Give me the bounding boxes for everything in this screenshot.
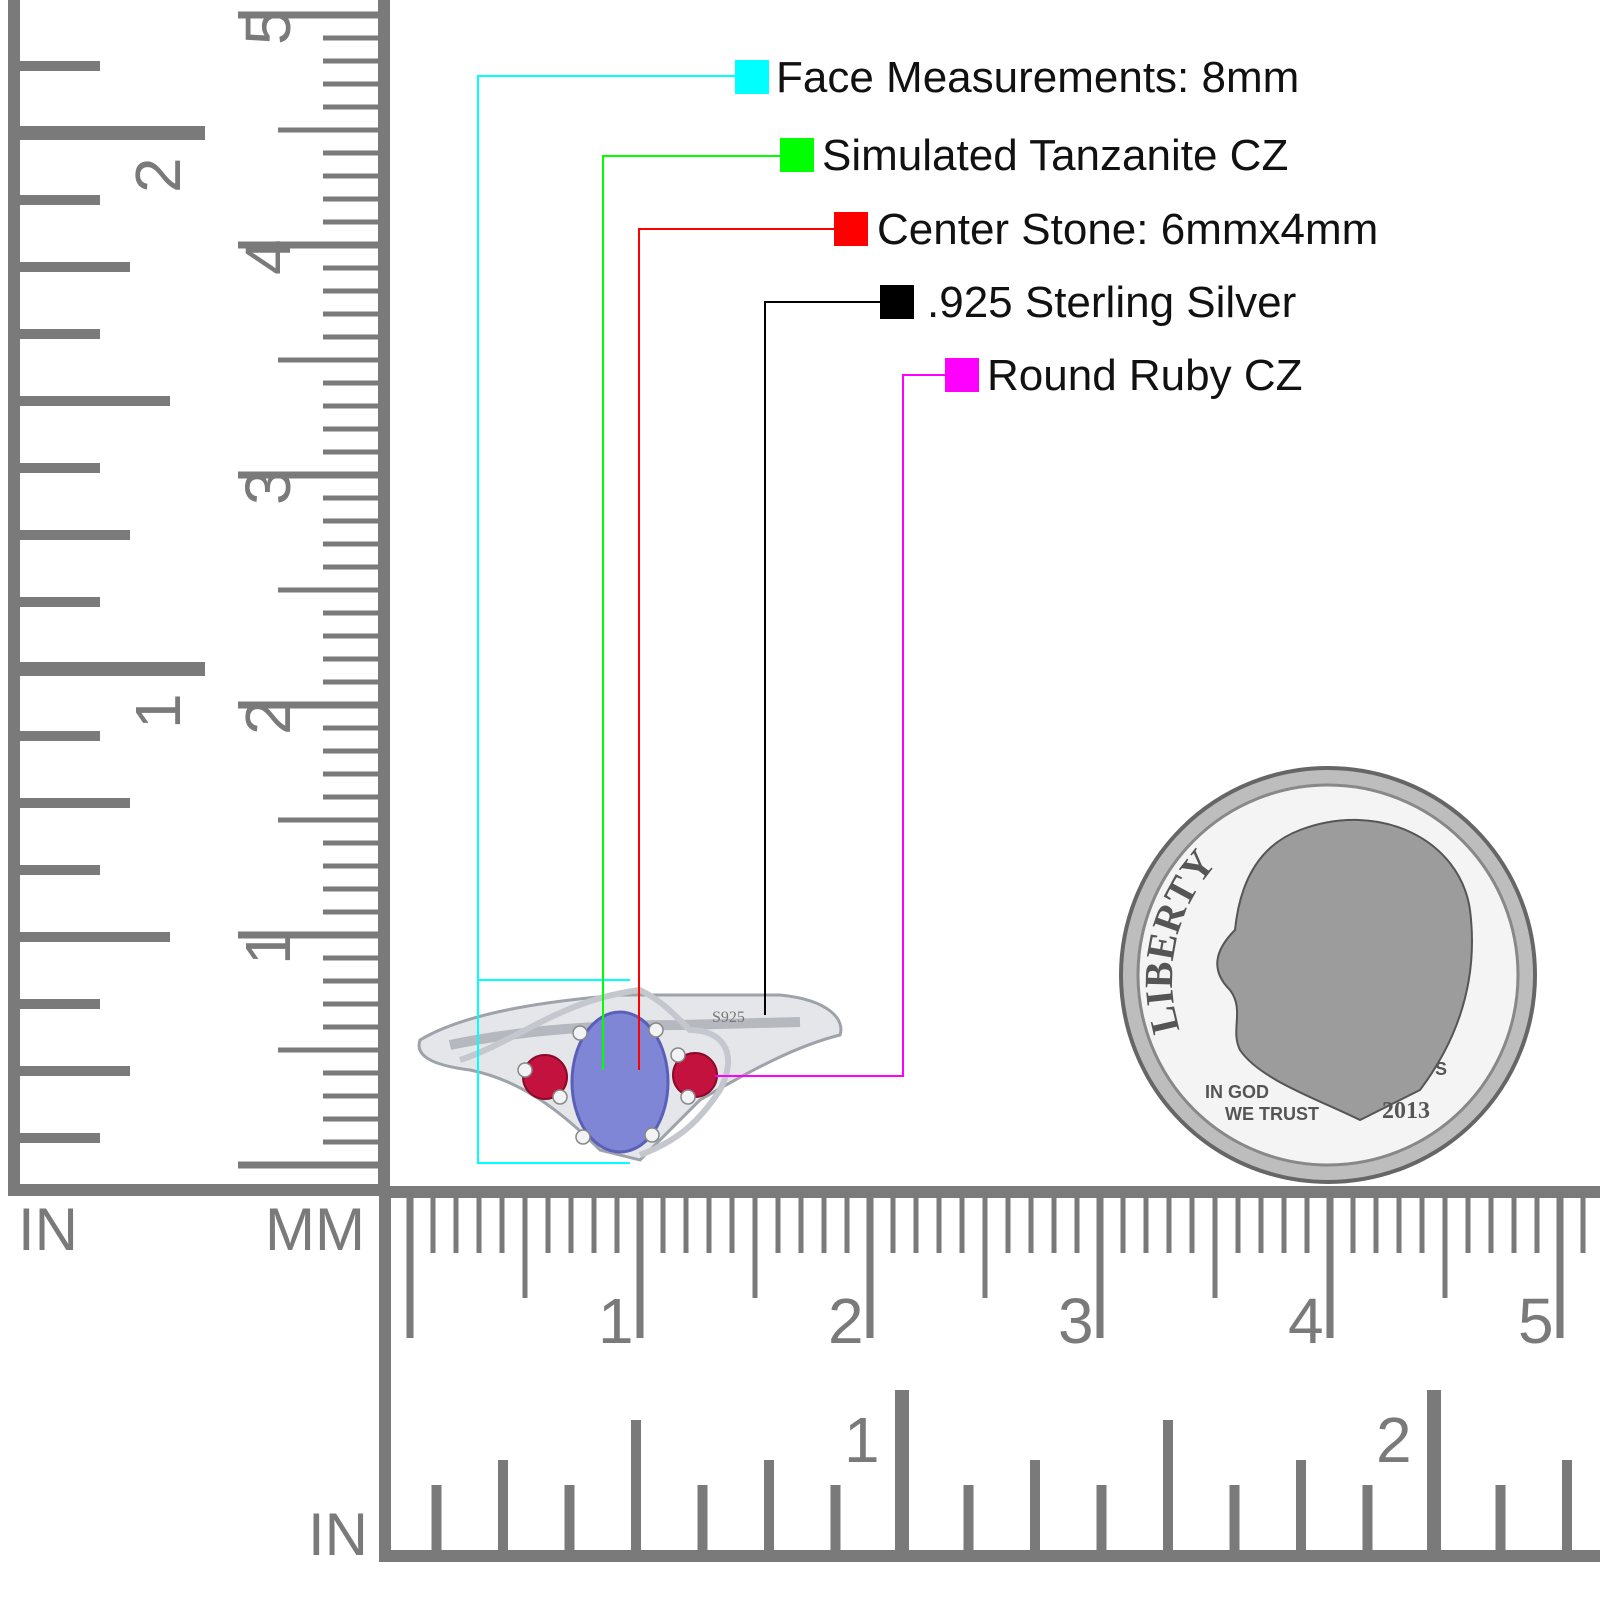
horizontal-cm-label: 3 xyxy=(1058,1285,1094,1357)
vertical-inch-label: 1 xyxy=(122,693,194,729)
green-legend-square xyxy=(780,138,814,172)
magenta-legend-square xyxy=(945,358,979,392)
vertical-inch-label: 2 xyxy=(122,157,194,193)
horizontal-cm-label: 5 xyxy=(1518,1285,1554,1357)
callout-metal: .925 Sterling Silver xyxy=(927,278,1297,327)
prong xyxy=(572,1025,588,1041)
prong xyxy=(575,1129,591,1145)
horizontal-inch-unit: IN xyxy=(308,1501,368,1568)
vertical-cm-label: 2 xyxy=(232,699,304,735)
callout-center-stone: Center Stone: 6mmx4mm xyxy=(877,205,1379,254)
vertical-mm-unit: MM xyxy=(265,1196,365,1263)
center-stone-leader xyxy=(638,228,834,1070)
cyan-legend-square xyxy=(735,60,769,94)
prong xyxy=(670,1047,686,1063)
ruby-leader xyxy=(715,374,945,1077)
tanzanite-leader xyxy=(602,155,780,1070)
callout-side-stones: Round Ruby CZ xyxy=(987,351,1303,400)
dime-motto-line1: IN GOD xyxy=(1205,1082,1269,1102)
vertical-cm-label: 5 xyxy=(232,9,304,45)
horizontal-cm-label: 2 xyxy=(828,1285,864,1357)
callout-stone-type: Simulated Tanzanite CZ xyxy=(822,131,1289,180)
prong xyxy=(648,1022,664,1038)
roosevelt-portrait xyxy=(1216,819,1473,1122)
vertical-cm-label: 1 xyxy=(232,929,304,965)
red-legend-square xyxy=(834,212,868,246)
prong xyxy=(552,1089,568,1105)
horizontal-inch-label: 2 xyxy=(1376,1404,1412,1476)
dime-motto-line2: WE TRUST xyxy=(1225,1104,1319,1124)
prong xyxy=(517,1062,533,1078)
vertical-cm-label: 4 xyxy=(232,239,304,275)
black-legend-square xyxy=(880,285,914,319)
prong xyxy=(680,1089,696,1105)
horizontal-cm-label: 1 xyxy=(598,1285,634,1357)
dime-year: 2013 xyxy=(1382,1098,1430,1124)
ring-bypass-shank xyxy=(459,986,732,1158)
silver-leader xyxy=(764,301,880,1015)
center-oval-stone xyxy=(570,1010,670,1154)
ring-stamp: S925 xyxy=(712,1009,745,1026)
dime-mint-mark: S xyxy=(1435,1059,1447,1079)
callout-face-measurements: Face Measurements: 8mm xyxy=(776,53,1300,102)
horizontal-inch-label: 1 xyxy=(844,1404,880,1476)
vertical-inch-unit: IN xyxy=(18,1196,78,1263)
face-measurement-leader xyxy=(477,75,735,1164)
prong xyxy=(644,1127,660,1143)
horizontal-cm-label: 4 xyxy=(1288,1285,1324,1357)
vertical-cm-label: 3 xyxy=(232,469,304,505)
